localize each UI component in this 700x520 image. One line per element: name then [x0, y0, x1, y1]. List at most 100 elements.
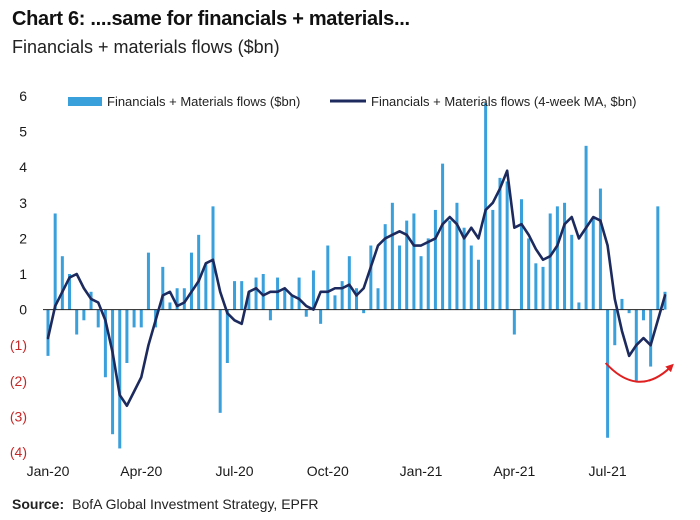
- bar: [311, 270, 315, 310]
- y-tick-label: (4): [10, 444, 27, 460]
- trend-arrow: [604, 362, 674, 383]
- bar: [268, 309, 272, 321]
- bar: [663, 291, 667, 310]
- bar: [111, 309, 115, 435]
- bar: [606, 309, 610, 438]
- bar: [240, 281, 244, 310]
- ma-line: [46, 169, 667, 408]
- bar: [211, 206, 215, 310]
- y-tick-label: 0: [19, 302, 27, 318]
- x-tick-label: Jul-20: [215, 463, 253, 479]
- source-note: Source: BofA Global Investment Strategy, …: [12, 496, 319, 512]
- annotation: [604, 362, 674, 383]
- bar: [189, 252, 193, 310]
- bar: [53, 213, 57, 310]
- y-tick-label: (1): [10, 337, 27, 353]
- bar: [577, 302, 581, 310]
- bar: [290, 295, 294, 310]
- legend-bar-label: Financials + Materials flows ($bn): [107, 94, 300, 109]
- y-tick-label: 6: [19, 88, 27, 104]
- bar: [498, 177, 502, 310]
- y-tick-label: 5: [19, 124, 27, 140]
- bar: [563, 202, 567, 310]
- x-tick-label: Oct-20: [307, 463, 349, 479]
- bar: [534, 263, 538, 310]
- x-tick-label: Jan-20: [27, 463, 70, 479]
- bar: [398, 245, 402, 310]
- bar: [175, 288, 179, 310]
- bar: [591, 217, 595, 310]
- bar: [182, 288, 186, 310]
- bar-series: [46, 103, 667, 449]
- bar: [620, 298, 624, 310]
- x-tick-label: Apr-21: [493, 463, 535, 479]
- bar: [448, 220, 452, 310]
- bar: [649, 309, 653, 367]
- bar: [283, 288, 287, 310]
- bar: [433, 209, 437, 310]
- bar: [656, 206, 660, 310]
- bar: [376, 288, 380, 310]
- bar: [541, 266, 545, 310]
- bar: [613, 309, 617, 346]
- legend-bar-swatch: [68, 97, 102, 106]
- bar: [326, 245, 330, 310]
- bar: [233, 281, 237, 310]
- x-tick-label: Jan-21: [400, 463, 443, 479]
- bar: [527, 238, 531, 310]
- bar: [89, 291, 93, 310]
- bar: [383, 224, 387, 310]
- bar: [319, 309, 323, 324]
- bar: [297, 277, 301, 310]
- bar: [333, 295, 337, 310]
- bar: [254, 277, 258, 310]
- legend-line-label: Financials + Materials flows (4-week MA,…: [371, 94, 637, 109]
- bar: [96, 309, 100, 328]
- bar: [476, 259, 480, 310]
- bar: [103, 309, 107, 378]
- y-tick-label: 4: [19, 159, 27, 175]
- bar: [347, 256, 351, 310]
- bar: [132, 309, 136, 328]
- bar: [405, 220, 409, 310]
- bar: [60, 256, 64, 310]
- bar: [412, 213, 416, 310]
- bar: [68, 274, 72, 310]
- bar: [426, 238, 430, 310]
- bar: [455, 202, 459, 310]
- bar: [369, 245, 373, 310]
- bar: [139, 309, 143, 328]
- bar: [146, 252, 150, 310]
- bar: [505, 181, 509, 310]
- bar: [204, 263, 208, 310]
- y-tick-label: (2): [10, 373, 27, 389]
- bar: [570, 234, 574, 310]
- bar: [484, 103, 488, 310]
- bar: [218, 309, 222, 413]
- bar: [491, 209, 495, 310]
- bar: [390, 202, 394, 310]
- bar: [276, 277, 280, 310]
- bar: [548, 213, 552, 310]
- bar: [462, 227, 466, 310]
- bar: [168, 302, 172, 310]
- chart-subtitle: Financials + materials flows ($bn): [12, 37, 280, 57]
- bar: [512, 309, 516, 335]
- bar: [125, 309, 129, 363]
- bar: [75, 309, 79, 335]
- chart-title: Chart 6: ....same for financials + mater…: [12, 8, 410, 30]
- bar: [304, 309, 308, 317]
- x-tick-label: Apr-20: [120, 463, 162, 479]
- bar: [555, 206, 559, 310]
- y-tick-label: (3): [10, 408, 27, 424]
- bar: [469, 245, 473, 310]
- legend: Financials + Materials flows ($bn) Finan…: [68, 94, 637, 109]
- y-tick-label: 1: [19, 266, 27, 282]
- bar: [161, 266, 165, 310]
- y-tick-label: 2: [19, 230, 27, 246]
- bar: [197, 234, 201, 310]
- bar: [598, 188, 602, 310]
- y-axis: 6 5 4 3 2 1 0 (1) (2) (3) (4): [10, 88, 27, 460]
- source-text: BofA Global Investment Strategy, EPFR: [72, 496, 319, 512]
